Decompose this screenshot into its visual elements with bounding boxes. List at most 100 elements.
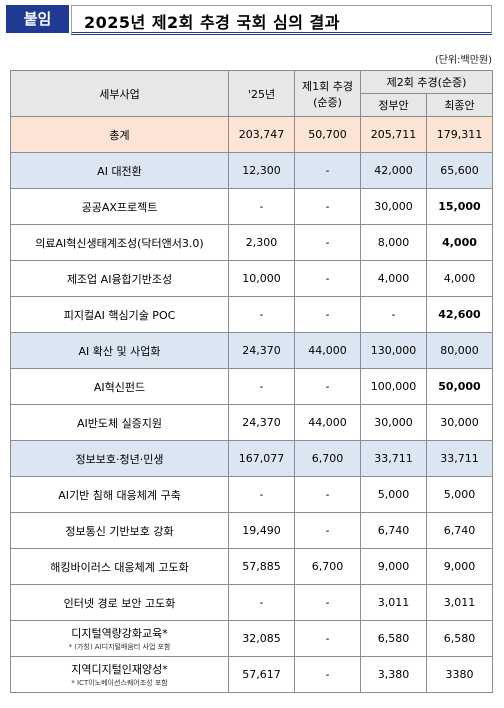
cell-first-supp: - — [294, 512, 361, 549]
table-row-category: 정보보호·청년·민생 167,077 6,700 33,711 33,711 — [10, 440, 493, 477]
row-name: 해킹바이러스 대응체계 고도화 — [10, 548, 229, 585]
cell-first-supp: - — [294, 584, 361, 621]
cell-first-supp: - — [294, 476, 361, 513]
table-row: 정보통신 기반보호 강화 19,490 - 6,740 6,740 — [10, 512, 493, 549]
cell-final: 179,311 — [426, 116, 493, 153]
cell-gov: 100,000 — [360, 368, 427, 405]
table-row-total: 총계 203,747 50,700 205,711 179,311 — [10, 116, 493, 153]
cell-2025: - — [228, 584, 295, 621]
cell-gov: 33,711 — [360, 440, 427, 477]
cell-first-supp: - — [294, 656, 361, 693]
cell-first-supp: 6,700 — [294, 440, 361, 477]
row-name: 지역디지털인재양성* — [71, 663, 168, 676]
row-name: AI반도체 실증지원 — [10, 404, 229, 441]
table-row: 인터넷 경로 보안 고도화 - - 3,011 3,011 — [10, 584, 493, 621]
cell-gov: 205,711 — [360, 116, 427, 153]
row-name: AI혁신펀드 — [10, 368, 229, 405]
cell-gov: 30,000 — [360, 188, 427, 225]
cell-final: 65,600 — [426, 152, 493, 189]
table-row: 해킹바이러스 대응체계 고도화 57,885 6,700 9,000 9,000 — [10, 548, 493, 585]
cell-2025: 2,300 — [228, 224, 295, 261]
cell-gov: 3,380 — [360, 656, 427, 693]
table-row: 지역디지털인재양성* * ICT이노베이션스퀘어조성 포함 57,617 - 3… — [10, 656, 493, 693]
col-2025-header: '25년 — [228, 70, 295, 117]
row-name: AI 확산 및 사업화 — [10, 332, 229, 369]
cell-final: 33,711 — [426, 440, 493, 477]
cell-2025: 10,000 — [228, 260, 295, 297]
cell-final: 6,740 — [426, 512, 493, 549]
cell-first-supp: - — [294, 152, 361, 189]
attachment-badge: 붙임 — [6, 5, 69, 33]
cell-final: 30,000 — [426, 404, 493, 441]
col-item-header: 세부사업 — [10, 70, 229, 117]
cell-final: 9,000 — [426, 548, 493, 585]
cell-2025: 57,885 — [228, 548, 295, 585]
cell-2025: - — [228, 188, 295, 225]
cell-2025: 24,370 — [228, 404, 295, 441]
cell-gov: 6,580 — [360, 620, 427, 657]
row-name-with-note: 디지털역량강화교육* * (가칭) AI디지털배움터 사업 포함 — [10, 620, 229, 657]
cell-final: 80,000 — [426, 332, 493, 369]
cell-gov: 5,000 — [360, 476, 427, 513]
row-name: AI 대전환 — [10, 152, 229, 189]
table-row: AI기반 침해 대응체계 구축 - - 5,000 5,000 — [10, 476, 493, 513]
cell-final: 4,000 — [426, 224, 493, 261]
cell-first-supp: 44,000 — [294, 332, 361, 369]
cell-final: 3380 — [426, 656, 493, 693]
row-footnote: * (가칭) AI디지털배움터 사업 포함 — [68, 643, 171, 651]
table-row: 공공AX프로젝트 - - 30,000 15,000 — [10, 188, 493, 225]
row-name: AI기반 침해 대응체계 구축 — [10, 476, 229, 513]
cell-2025: - — [228, 296, 295, 333]
cell-2025: 57,617 — [228, 656, 295, 693]
cell-2025: 167,077 — [228, 440, 295, 477]
col-gov-header: 정부안 — [360, 93, 427, 117]
row-name: 피지컬AI 핵심기술 POC — [10, 296, 229, 333]
row-name: 공공AX프로젝트 — [10, 188, 229, 225]
table-row: AI혁신펀드 - - 100,000 50,000 — [10, 368, 493, 405]
table-row: 피지컬AI 핵심기술 POC - - - 42,600 — [10, 296, 493, 333]
table-row-category: AI 대전환 12,300 - 42,000 65,600 — [10, 152, 493, 189]
cell-gov: - — [360, 296, 427, 333]
budget-table: 세부사업 '25년 제1회 추경 (순증) 제2회 추경(순증) 정부안 최종안… — [10, 70, 493, 693]
cell-final: 50,000 — [426, 368, 493, 405]
table-row: 제조업 AI융합기반조성 10,000 - 4,000 4,000 — [10, 260, 493, 297]
cell-first-supp: - — [294, 260, 361, 297]
cell-first-supp: 44,000 — [294, 404, 361, 441]
cell-first-supp: - — [294, 224, 361, 261]
cell-2025: 24,370 — [228, 332, 295, 369]
row-name: 디지털역량강화교육* — [71, 627, 168, 640]
cell-first-supp: 6,700 — [294, 548, 361, 585]
col-second-supp-header: 제2회 추경(순증) — [360, 70, 493, 94]
cell-gov: 3,011 — [360, 584, 427, 621]
row-name: 의료AI혁신생태계조성(닥터앤서3.0) — [10, 224, 229, 261]
cell-final: 5,000 — [426, 476, 493, 513]
table-row: AI반도체 실증지원 24,370 44,000 30,000 30,000 — [10, 404, 493, 441]
cell-gov: 30,000 — [360, 404, 427, 441]
cell-gov: 4,000 — [360, 260, 427, 297]
cell-first-supp: - — [294, 620, 361, 657]
cell-final: 42,600 — [426, 296, 493, 333]
cell-2025: - — [228, 476, 295, 513]
cell-2025: 32,085 — [228, 620, 295, 657]
table-row: 디지털역량강화교육* * (가칭) AI디지털배움터 사업 포함 32,085 … — [10, 620, 493, 657]
cell-first-supp: 50,700 — [294, 116, 361, 153]
cell-gov: 9,000 — [360, 548, 427, 585]
row-name: 정보보호·청년·민생 — [10, 440, 229, 477]
title-box: 2025년 제2회 추경 국회 심의 결과 — [71, 5, 492, 35]
cell-final: 3,011 — [426, 584, 493, 621]
cell-gov: 8,000 — [360, 224, 427, 261]
cell-final: 6,580 — [426, 620, 493, 657]
col-first-supp-line2: (순증) — [313, 95, 342, 109]
cell-2025: 19,490 — [228, 512, 295, 549]
cell-first-supp: - — [294, 368, 361, 405]
cell-2025: - — [228, 368, 295, 405]
cell-final: 15,000 — [426, 188, 493, 225]
cell-first-supp: - — [294, 296, 361, 333]
document-header: 붙임 2025년 제2회 추경 국회 심의 결과 — [6, 5, 492, 35]
row-footnote: * ICT이노베이션스퀘어조성 포함 — [71, 679, 168, 687]
table-row: 의료AI혁신생태계조성(닥터앤서3.0) 2,300 - 8,000 4,000 — [10, 224, 493, 261]
row-name: 인터넷 경로 보안 고도화 — [10, 584, 229, 621]
table-row-category: AI 확산 및 사업화 24,370 44,000 130,000 80,000 — [10, 332, 493, 369]
cell-2025: 203,747 — [228, 116, 295, 153]
row-name: 총계 — [10, 116, 229, 153]
